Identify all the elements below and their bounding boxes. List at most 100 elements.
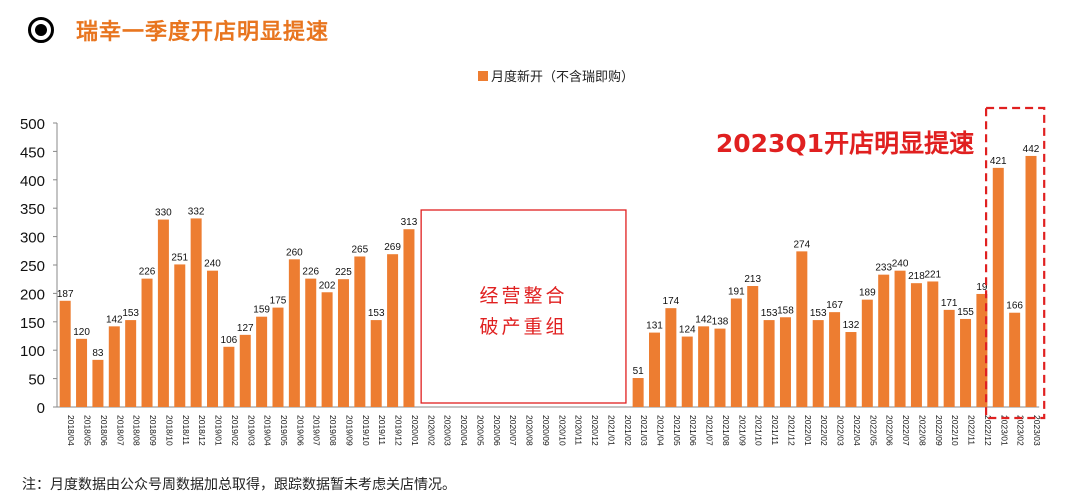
data-label: 106 <box>221 335 238 346</box>
data-label: 265 <box>352 244 369 255</box>
bar <box>108 326 120 407</box>
data-label: 240 <box>204 259 221 270</box>
data-label: 442 <box>1023 144 1040 155</box>
x-tick-label: 2022/07 <box>901 415 911 446</box>
x-tick-label: 2018/05 <box>83 415 93 446</box>
bar <box>92 359 104 407</box>
bar <box>976 293 988 407</box>
y-tick-label: 200 <box>20 286 45 303</box>
bar <box>796 251 808 407</box>
bar <box>76 338 88 407</box>
bar <box>174 264 186 407</box>
bar <box>812 320 824 407</box>
data-label: 138 <box>712 317 729 328</box>
x-tick-label: 2023/03 <box>1032 415 1042 446</box>
bar <box>698 326 710 407</box>
data-label: 153 <box>810 308 827 319</box>
bar <box>649 332 661 407</box>
data-label: 19 <box>976 282 988 293</box>
data-label: 421 <box>990 156 1007 167</box>
x-tick-label: 2022/09 <box>934 415 944 446</box>
x-tick-label: 2020/06 <box>492 415 502 446</box>
x-tick-label: 2022/08 <box>917 415 927 446</box>
y-tick-label: 350 <box>20 201 45 218</box>
data-label: 189 <box>859 288 876 299</box>
data-label: 174 <box>663 296 680 307</box>
y-tick-label: 100 <box>20 343 45 360</box>
x-tick-label: 2022/12 <box>983 415 993 446</box>
data-label: 171 <box>941 298 958 309</box>
data-label: 175 <box>270 296 287 307</box>
x-tick-label: 2018/12 <box>197 415 207 446</box>
x-tick-label: 2021/01 <box>606 415 616 446</box>
bar <box>960 318 972 407</box>
legend-label: 月度新开（不含瑞即购） <box>491 70 635 85</box>
data-label: 127 <box>237 323 254 334</box>
bar <box>1009 312 1021 407</box>
bar <box>305 278 317 407</box>
x-tick-label: 2022/06 <box>885 415 895 446</box>
x-tick-label: 2019/12 <box>394 415 404 446</box>
data-label: 233 <box>875 263 892 274</box>
x-tick-label: 2021/04 <box>656 415 666 446</box>
bar <box>403 229 415 407</box>
bar <box>763 320 775 407</box>
data-label: 251 <box>171 252 188 263</box>
gap-annotation-box <box>420 209 627 404</box>
data-label: 159 <box>253 305 270 316</box>
bar <box>894 270 906 407</box>
x-tick-label: 2019/10 <box>361 415 371 446</box>
data-label: 213 <box>744 274 761 285</box>
legend: 月度新开（不含瑞即购） <box>478 66 634 85</box>
bar <box>927 281 939 407</box>
x-tick-label: 2021/12 <box>786 415 796 446</box>
gap-annotation-line1: 经营整合 <box>480 285 568 307</box>
data-label: 167 <box>826 300 843 311</box>
data-label: 240 <box>892 259 909 270</box>
x-tick-label: 2019/05 <box>279 415 289 446</box>
x-tick-label: 2019/01 <box>214 415 224 446</box>
data-label: 153 <box>122 308 139 319</box>
x-tick-label: 2020/04 <box>459 415 469 446</box>
data-label: 51 <box>633 366 645 377</box>
x-tick-label: 2020/08 <box>525 415 535 446</box>
x-tick-label: 2019/02 <box>230 415 240 446</box>
data-label: 221 <box>924 269 941 280</box>
q1-annotation: 2023Q1开店明显提速 <box>716 129 974 158</box>
x-tick-label: 2022/03 <box>836 415 846 446</box>
x-tick-label: 2019/03 <box>246 415 256 446</box>
x-tick-label: 2020/12 <box>590 415 600 446</box>
data-label: 142 <box>695 314 712 325</box>
x-tick-label: 2018/10 <box>164 415 174 446</box>
x-tick-label: 2018/07 <box>115 415 125 446</box>
x-tick-label: 2022/05 <box>868 415 878 446</box>
x-tick-label: 2019/07 <box>312 415 322 446</box>
target-bullet-icon <box>28 17 54 43</box>
data-label: 187 <box>57 289 74 300</box>
legend-swatch <box>478 70 488 81</box>
x-tick-label: 2018/06 <box>99 415 109 446</box>
x-tick-label: 2020/09 <box>541 415 551 446</box>
data-label: 142 <box>106 314 123 325</box>
x-tick-label: 2021/05 <box>672 415 682 446</box>
bar <box>59 300 71 407</box>
data-label: 124 <box>679 325 696 336</box>
x-tick-label: 2023/01 <box>999 415 1009 446</box>
bar <box>141 278 153 407</box>
bar <box>845 332 857 407</box>
data-label: 202 <box>319 280 336 291</box>
x-tick-label: 2019/04 <box>263 415 273 446</box>
data-label: 330 <box>155 208 172 219</box>
bar-chart: 0 50 100 150 200 250 300 350 400 450 500 187 2018/04… <box>20 106 1046 446</box>
bar <box>910 283 922 407</box>
bar <box>370 320 382 407</box>
y-tick-label: 150 <box>20 315 45 332</box>
bar <box>256 316 268 407</box>
bar <box>747 286 759 407</box>
y-tick-label: 250 <box>20 258 45 275</box>
data-label: 155 <box>957 307 974 318</box>
data-label: 153 <box>761 308 778 319</box>
bar <box>157 219 169 407</box>
x-tick-label: 2020/07 <box>508 415 518 446</box>
bar <box>714 328 726 407</box>
